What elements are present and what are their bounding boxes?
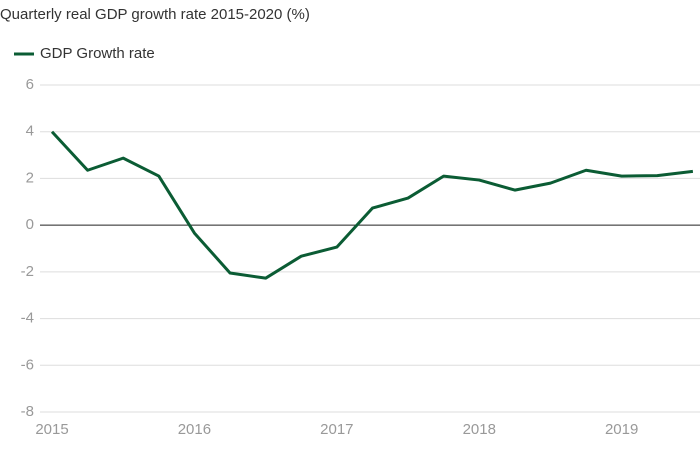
y-tick-label: -2 bbox=[21, 263, 34, 280]
x-tick-label: 2015 bbox=[35, 421, 68, 438]
x-tick-label: 2018 bbox=[463, 421, 496, 438]
y-tick-label: -6 bbox=[21, 356, 34, 373]
x-tick-label: 2017 bbox=[320, 421, 353, 438]
chart-title: Quarterly real GDP growth rate 2015-2020… bbox=[0, 6, 310, 23]
y-tick-label: 6 bbox=[26, 76, 34, 93]
data-line bbox=[50, 130, 694, 280]
y-tick-label: -8 bbox=[21, 403, 34, 420]
y-tick-label: 2 bbox=[26, 169, 34, 186]
y-tick-label: 0 bbox=[26, 216, 34, 233]
x-tick-label: 2019 bbox=[605, 421, 638, 438]
x-tick-label: 2016 bbox=[178, 421, 211, 438]
y-tick-label: -4 bbox=[21, 310, 34, 327]
y-tick-label: 4 bbox=[26, 123, 34, 140]
legend-label: GDP Growth rate bbox=[40, 45, 155, 62]
